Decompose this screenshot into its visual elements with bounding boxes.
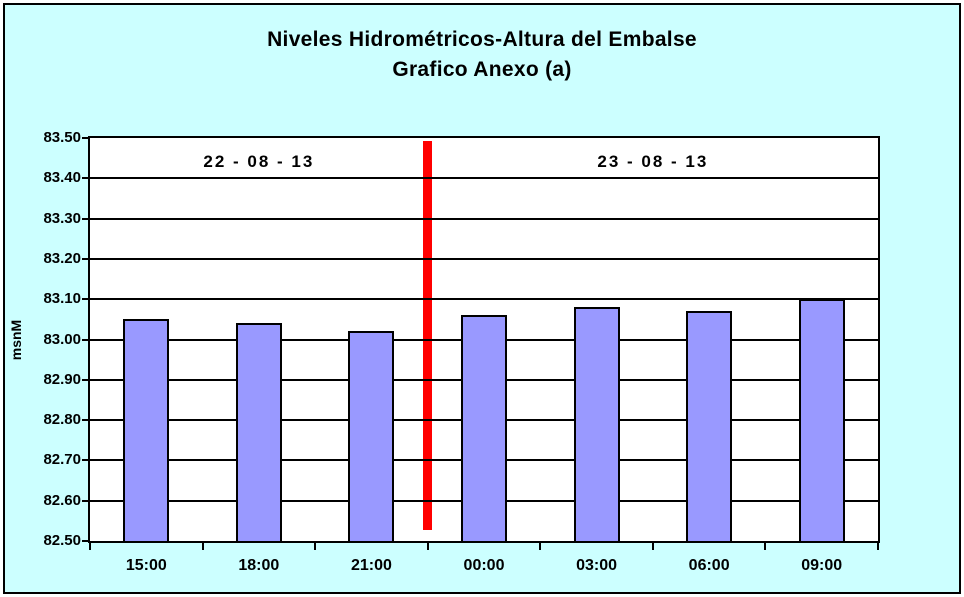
y-tick-label: 83.10	[43, 290, 81, 308]
x-axis-tick	[539, 543, 542, 550]
date-divider-line	[423, 141, 433, 530]
y-axis-tick	[82, 499, 88, 502]
date-label-right: 23 - 08 - 13	[597, 152, 709, 171]
y-axis-tick	[82, 419, 88, 422]
x-axis-tick	[201, 543, 204, 550]
y-tick-label: 83.50	[43, 129, 81, 146]
gridline	[90, 177, 878, 180]
x-tick-label: 21:00	[350, 557, 392, 574]
chart-title-line2: Grafico Anexo (a)	[392, 58, 572, 81]
chart-frame: Niveles Hidrométricos-Altura del Embalse…	[3, 3, 961, 594]
plot-area: 22 - 08 - 13 23 - 08 - 13	[88, 136, 880, 543]
bar	[235, 323, 282, 541]
y-tick-label: 83.00	[43, 330, 81, 348]
x-tick-label: 18:00	[238, 557, 280, 574]
bar	[686, 311, 733, 541]
x-tick-label: 06:00	[688, 557, 730, 574]
y-tick-label: 82.70	[43, 451, 81, 469]
y-tick-label: 82.60	[43, 491, 81, 509]
x-axis-tick	[651, 543, 654, 550]
bar	[461, 315, 507, 541]
x-axis-tick	[764, 543, 767, 550]
x-axis-tick	[314, 543, 317, 550]
gridline	[90, 257, 878, 260]
bar	[123, 319, 170, 541]
y-axis-tick	[82, 257, 88, 260]
date-label-left: 22 - 08 - 13	[203, 152, 315, 171]
x-axis-tick	[426, 543, 429, 550]
chart-title: Niveles Hidrométricos-Altura del Embalse…	[5, 25, 959, 85]
x-tick-label: 15:00	[125, 557, 167, 574]
y-axis-tick	[82, 177, 88, 180]
x-tick-label: 09:00	[801, 557, 843, 574]
y-tick-label: 83.20	[43, 249, 81, 267]
y-tick-label: 82.80	[43, 411, 81, 429]
gridline	[90, 217, 878, 220]
y-axis-tick	[82, 298, 88, 301]
bar	[573, 307, 620, 541]
x-tick-label: 00:00	[463, 557, 505, 574]
y-axis-tick	[82, 540, 88, 542]
y-axis-tick	[82, 459, 88, 462]
y-tick-label: 82.50	[43, 532, 81, 549]
x-tick-label: 03:00	[576, 557, 618, 574]
y-tick-label: 83.40	[43, 169, 81, 187]
bar	[348, 331, 395, 541]
y-tick-label: 82.90	[43, 370, 81, 388]
x-axis-tick	[877, 543, 879, 550]
x-axis-tick	[89, 543, 91, 550]
y-axis-tick	[82, 378, 88, 381]
gridline	[90, 298, 878, 301]
y-axis-tick	[82, 338, 88, 341]
y-axis-tick	[82, 137, 88, 139]
bar	[798, 299, 845, 541]
y-tick-label: 83.30	[43, 209, 81, 227]
chart-title-line1: Niveles Hidrométricos-Altura del Embalse	[267, 28, 697, 51]
y-axis-tick	[82, 217, 88, 220]
